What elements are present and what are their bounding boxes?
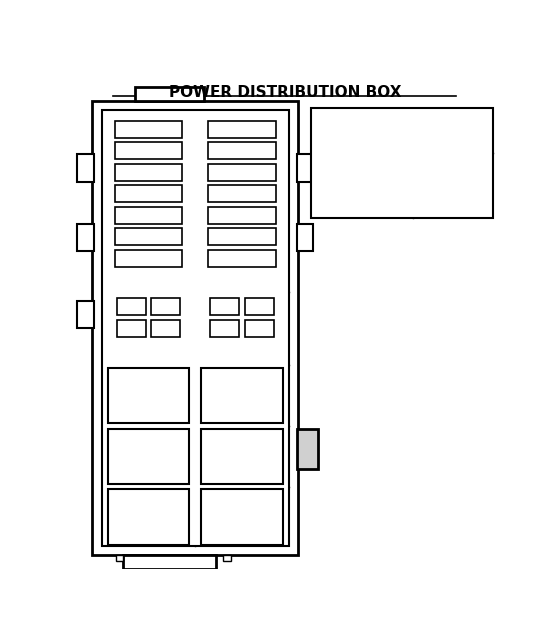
Bar [123,555,216,569]
Text: HIGH CURRENT
FUSE VALUE
AMPS: HIGH CURRENT FUSE VALUE AMPS [315,113,409,148]
Text: RED: RED [418,194,439,204]
Text: 14: 14 [234,252,250,265]
Bar [208,142,276,159]
Bar [117,320,146,337]
Text: 15: 15 [124,302,138,312]
Bar [151,320,181,337]
Text: 8: 8 [238,187,246,200]
Bar [108,367,189,423]
Bar [77,155,94,182]
Bar [115,185,182,202]
Text: 17: 17 [217,302,232,312]
Text: 30A PLUG–IN: 30A PLUG–IN [316,167,383,178]
Text: 5: 5 [145,166,152,179]
Bar [77,224,94,252]
Bar [201,367,282,423]
Bar [208,228,276,245]
Bar [151,298,181,316]
Bar [224,555,231,561]
Bar [296,429,318,468]
Bar [245,320,274,337]
Text: GREEN: GREEN [418,167,454,178]
Bar [208,185,276,202]
Text: BLUE: BLUE [418,207,444,217]
Bar [116,555,123,561]
Text: POWER DISTRIBUTION BOX: POWER DISTRIBUTION BOX [168,85,401,100]
Bar [108,489,189,545]
Bar [115,164,182,181]
Text: 20A PLUG–IN: 20A PLUG–IN [316,155,383,164]
Text: 13: 13 [141,252,156,265]
Text: 60A PLUG–IN: 60A PLUG–IN [316,207,383,217]
Bar [296,224,314,252]
Text: WOT
A/C
RELAY: WOT A/C RELAY [128,493,169,541]
Text: ORANGE: ORANGE [418,181,462,190]
Bar [135,87,204,100]
Bar [208,121,276,137]
Bar [115,250,182,267]
Bar [201,489,282,545]
Text: 19: 19 [124,323,138,334]
Bar [208,164,276,181]
Bar [115,121,182,137]
Text: PCM
POWER
RELAY: PCM POWER RELAY [124,372,173,419]
Text: 9: 9 [145,209,152,222]
Text: 4WABS
RELAY
NO.2: 4WABS RELAY NO.2 [219,372,266,419]
Bar [311,108,493,219]
Bar [210,298,239,316]
Text: 20: 20 [158,323,173,334]
Text: 22: 22 [252,323,266,334]
Bar [296,155,314,182]
Text: 1: 1 [145,123,152,135]
Bar [210,320,239,337]
Bar [108,429,189,484]
Bar [115,207,182,224]
Bar [201,429,282,484]
Text: 4: 4 [238,144,246,157]
Bar [115,228,182,245]
Text: 2: 2 [238,123,246,135]
Text: 18: 18 [252,302,266,312]
Text: COLOR
CODE: COLOR CODE [432,119,474,142]
Bar [102,110,289,546]
Text: YELLOW: YELLOW [418,155,460,164]
Bar [115,142,182,159]
Text: BLOWER
MOTOR
RELAY: BLOWER MOTOR RELAY [214,493,270,541]
Bar [117,298,146,316]
Text: 4WABS
RELAY
NO.1: 4WABS RELAY NO.1 [219,433,266,480]
Text: 16: 16 [159,302,173,312]
Text: 3: 3 [145,144,152,157]
Bar [92,100,298,555]
Text: FUEL
PUMP
RELAY: FUEL PUMP RELAY [128,433,169,480]
Text: 7: 7 [145,187,152,200]
Bar [208,207,276,224]
Text: 11: 11 [141,230,156,243]
Text: 6: 6 [238,166,246,179]
Bar [208,250,276,267]
Bar [77,301,94,328]
Text: 40A PLUG–IN: 40A PLUG–IN [316,181,383,190]
Bar [245,298,274,316]
Text: 21: 21 [217,323,232,334]
Text: 10: 10 [234,209,250,222]
Text: 50A PLUG–IN: 50A PLUG–IN [316,194,383,204]
Text: 12: 12 [234,230,250,243]
